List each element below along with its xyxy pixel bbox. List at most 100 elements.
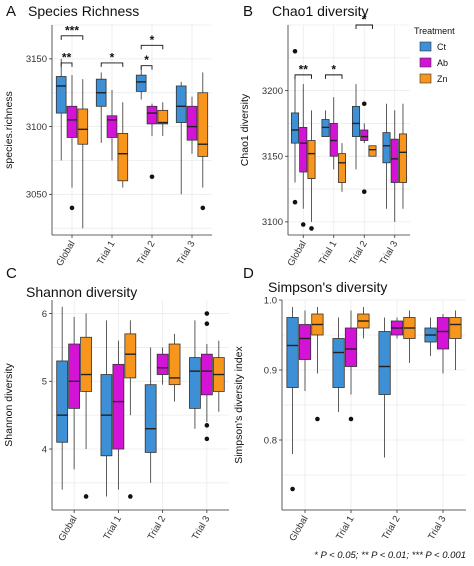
outlier-point [309, 226, 314, 231]
box-iqr [299, 126, 308, 173]
x-tick-label-trial-3: Trial 3 [175, 239, 198, 267]
legend-item-ct: Ct [419, 41, 446, 52]
x-tick-label-trial-2: Trial 2 [380, 514, 403, 542]
series-zn [80, 313, 225, 499]
box-ab-trial-3 [390, 110, 399, 222]
outlier-point [361, 101, 367, 107]
y-axis-label: Chao1 diversity [239, 93, 251, 166]
outlier-point [300, 222, 306, 227]
box-zn-global [77, 79, 89, 229]
outlier-point [290, 486, 295, 492]
box-iqr [298, 324, 312, 360]
box-iqr [332, 338, 345, 388]
x-tick-label-global: Global [287, 514, 310, 543]
box-ab-trial-3 [186, 96, 198, 154]
x-tick-label-global: Global [286, 239, 309, 268]
series-zn [307, 103, 408, 231]
series-zn [77, 72, 209, 229]
box-iqr [290, 112, 300, 144]
panel-title: Simpson's diversity [268, 279, 387, 295]
panel-title: Species Richness [28, 3, 139, 19]
legend-label-ab: Ab [437, 58, 448, 68]
box-ab-trial-1 [329, 97, 338, 170]
series-zn [311, 307, 462, 422]
y-tick-label: 3100 [262, 217, 283, 228]
plot-area [288, 25, 410, 235]
significance-bracket: * [140, 53, 153, 70]
series-ab [68, 311, 213, 490]
x-tick-label-global: Global [54, 239, 77, 268]
box-zn-trial-1 [117, 102, 129, 188]
outlier-point [128, 494, 133, 499]
significance-label: * [362, 13, 367, 27]
x-tick-label-trial-3: Trial 3 [426, 514, 449, 542]
outlier-point [149, 174, 155, 180]
box-ct-global [290, 48, 300, 205]
box-ct-trial-1 [95, 72, 107, 143]
box-ab-trial-1 [344, 310, 358, 422]
box-zn-trial-2 [368, 145, 377, 157]
box-iqr [382, 132, 391, 164]
box-iqr [144, 384, 157, 453]
panel-letter: C [6, 265, 17, 282]
box-ct-global [286, 307, 299, 492]
outlier-point [204, 423, 210, 428]
box-iqr [449, 317, 462, 339]
bracket-line [60, 35, 84, 40]
box-iqr [168, 343, 181, 386]
box-zn-trial-2 [168, 333, 181, 402]
outlier-point [361, 189, 367, 194]
box-zn-trial-3 [398, 103, 408, 209]
legend-title: Treatment [414, 26, 455, 36]
significance-bracket: * [100, 50, 124, 67]
box-iqr [175, 85, 187, 123]
box-iqr [68, 343, 80, 409]
box-iqr [390, 138, 399, 183]
box-iqr [56, 360, 69, 443]
significance-label: * [150, 33, 155, 47]
box-zn-global [307, 110, 316, 231]
series-ct [286, 307, 437, 492]
gridlines [52, 300, 229, 510]
legend-label-zn: Zn [437, 74, 448, 84]
legend-swatch-ab [419, 57, 432, 68]
series-ab [298, 310, 450, 422]
box-ab-trial-2 [360, 101, 369, 194]
box-ct-global [55, 58, 67, 161]
x-tick-label-trial-1: Trial 1 [334, 514, 357, 542]
legend-swatch-zn [419, 73, 432, 84]
box-iqr [197, 92, 209, 157]
outlier-point [83, 494, 89, 499]
box-zn-trial-2 [157, 102, 169, 137]
significance-label: * [331, 62, 336, 76]
y-tick-label: 3200 [262, 86, 283, 97]
x-tick-label-trial-2: Trial 2 [146, 514, 169, 542]
box-zn-trial-2 [403, 310, 416, 363]
y-tick-label: 3050 [26, 190, 47, 201]
series-ct [56, 306, 201, 497]
outlier-point [69, 205, 75, 211]
y-axis-label: Shannon diversity [3, 363, 15, 447]
significance-bracket: ** [60, 50, 73, 67]
box-iqr [189, 357, 201, 409]
outlier-point [348, 416, 354, 422]
y-tick-label: 5 [42, 377, 47, 388]
y-tick-label: 4 [42, 444, 47, 455]
y-tick-label: 3150 [262, 152, 283, 163]
box-zn-trial-3 [449, 310, 462, 370]
box-iqr [378, 331, 391, 395]
x-tick-label-trial-2: Trial 2 [135, 239, 158, 267]
y-tick-label: 6 [42, 309, 47, 320]
y-tick-label: 3100 [26, 122, 47, 133]
box-ab-trial-1 [106, 90, 118, 161]
x-tick-label-trial-1: Trial 1 [95, 239, 118, 267]
box-ct-trial-1 [332, 317, 345, 412]
bracket-line [140, 44, 164, 50]
box-ct-trial-2 [144, 347, 157, 483]
significance-label: *** [65, 23, 79, 37]
box-ct-trial-1 [321, 110, 330, 137]
bracket-line [100, 62, 124, 67]
outlier-point [204, 321, 210, 327]
box-ab-trial-2 [146, 103, 158, 180]
